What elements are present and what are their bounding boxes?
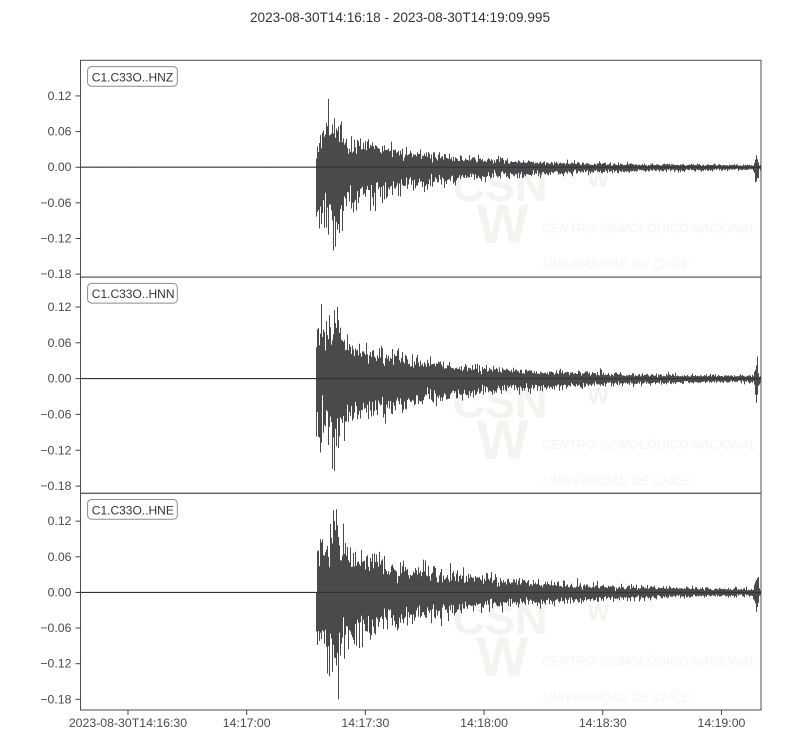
svg-text:14:17:00: 14:17:00	[223, 716, 271, 730]
svg-text:0.06: 0.06	[48, 125, 72, 139]
svg-text:W: W	[588, 383, 610, 409]
svg-text:−0.12: −0.12	[40, 657, 71, 671]
svg-text:2023-08-30T14:16:30: 2023-08-30T14:16:30	[69, 716, 187, 730]
svg-text:UNIVERSIDAD DE CHILE: UNIVERSIDAD DE CHILE	[542, 258, 690, 272]
svg-text:−0.18: −0.18	[40, 479, 71, 493]
svg-text:W: W	[477, 625, 529, 687]
svg-text:0.00: 0.00	[48, 160, 72, 174]
svg-text:0.00: 0.00	[48, 372, 72, 386]
svg-text:CENTRO SISMOLÓGICO NACIONAL: CENTRO SISMOLÓGICO NACIONAL	[542, 437, 756, 452]
svg-text:14:18:00: 14:18:00	[460, 716, 508, 730]
svg-text:CENTRO SISMOLÓGICO NACIONAL: CENTRO SISMOLÓGICO NACIONAL	[542, 654, 756, 669]
svg-text:UNIVERSIDAD DE CHILE: UNIVERSIDAD DE CHILE	[542, 691, 690, 705]
svg-text:−0.06: −0.06	[40, 407, 71, 421]
svg-text:0.06: 0.06	[48, 550, 72, 564]
svg-text:C1.C33O..HNZ: C1.C33O..HNZ	[92, 70, 173, 84]
svg-text:14:17:30: 14:17:30	[341, 716, 389, 730]
svg-text:CENTRO SISMOLÓGICO NACIONAL: CENTRO SISMOLÓGICO NACIONAL	[542, 221, 756, 236]
svg-text:W: W	[588, 599, 610, 625]
svg-text:−0.12: −0.12	[40, 231, 71, 245]
svg-text:−0.06: −0.06	[40, 196, 71, 210]
svg-text:−0.06: −0.06	[40, 621, 71, 635]
svg-text:C1.C33O..HNN: C1.C33O..HNN	[92, 287, 175, 301]
svg-text:0.00: 0.00	[48, 585, 72, 599]
svg-text:0.12: 0.12	[48, 89, 72, 103]
svg-text:0.12: 0.12	[48, 300, 72, 314]
svg-text:C1.C33O..HNE: C1.C33O..HNE	[92, 503, 174, 517]
svg-text:14:19:00: 14:19:00	[698, 716, 746, 730]
svg-text:W: W	[477, 409, 529, 471]
svg-text:W: W	[477, 192, 529, 254]
svg-text:−0.18: −0.18	[40, 692, 71, 706]
svg-text:UNIVERSIDAD DE CHILE: UNIVERSIDAD DE CHILE	[542, 474, 690, 488]
svg-text:−0.12: −0.12	[40, 443, 71, 457]
svg-text:0.12: 0.12	[48, 514, 72, 528]
svg-text:0.06: 0.06	[48, 336, 72, 350]
svg-text:14:18:30: 14:18:30	[579, 716, 627, 730]
svg-text:−0.18: −0.18	[40, 267, 71, 281]
